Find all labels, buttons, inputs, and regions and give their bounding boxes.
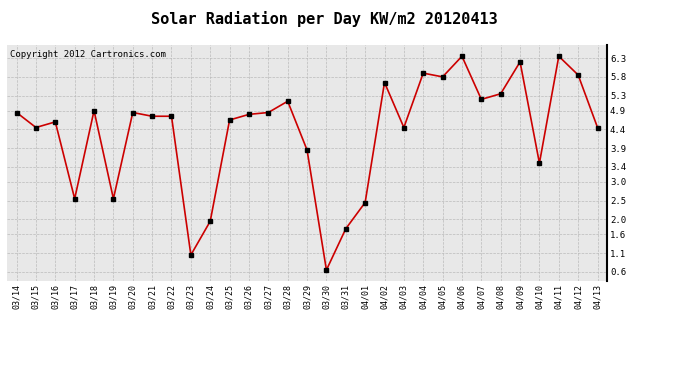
Text: Copyright 2012 Cartronics.com: Copyright 2012 Cartronics.com <box>10 50 166 59</box>
Text: Solar Radiation per Day KW/m2 20120413: Solar Radiation per Day KW/m2 20120413 <box>151 11 497 27</box>
